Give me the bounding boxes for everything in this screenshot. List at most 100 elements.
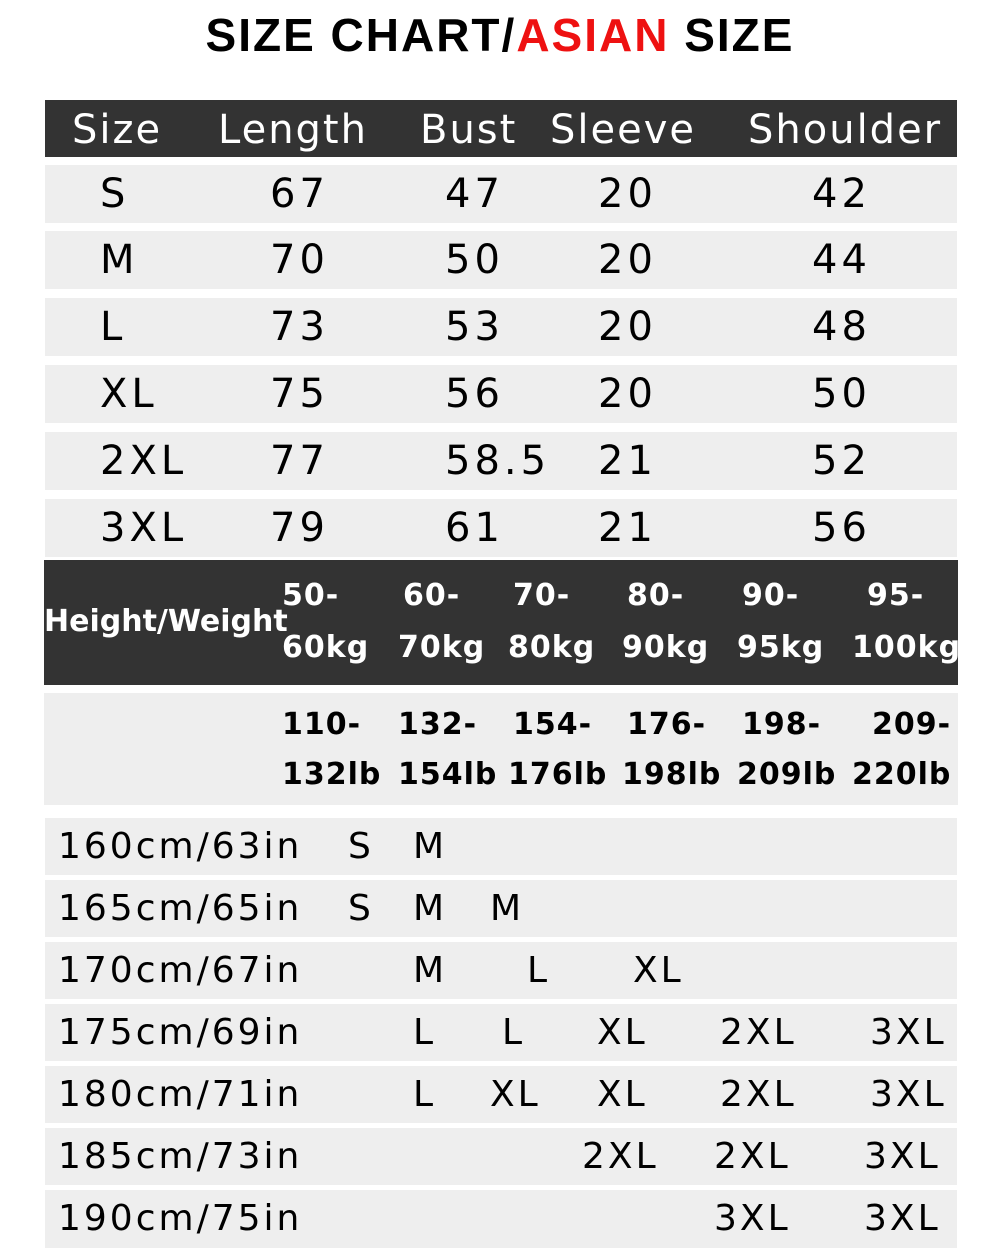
table-cell: 20: [598, 237, 657, 283]
table-cell: 44: [812, 237, 871, 283]
header-bust: Bust: [420, 107, 518, 153]
recommended-size: XL: [597, 1074, 648, 1115]
lb-range-end: 154lb: [398, 757, 498, 792]
height-row: 175cm/69in L L XL 2XL 3XL: [45, 1004, 957, 1061]
table-cell: 53: [445, 304, 504, 350]
lb-range-end: 220lb: [852, 757, 952, 792]
height-row: 180cm/71in L XL XL 2XL 3XL: [45, 1066, 957, 1123]
kg-range-end: 60kg: [282, 630, 370, 665]
title-accent: ASIAN: [516, 9, 670, 61]
kg-range-start: 70-: [513, 578, 571, 613]
recommended-size: L: [413, 1074, 437, 1115]
height-weight-label: Height/Weight: [44, 604, 288, 639]
recommended-size: 3XL: [864, 1136, 941, 1177]
height-row: 170cm/67in M L XL: [45, 942, 957, 999]
table-row: XL 75 56 20 50: [45, 365, 957, 423]
weight-kg-band: Height/Weight 50- 60kg 60- 70kg 70- 80kg 80- 90…: [44, 560, 962, 685]
table-cell: 70: [270, 237, 329, 283]
weight-lb-band: 110- 132lb 132- 154lb 154- 176lb 176- 198lb 198-…: [44, 693, 958, 805]
lb-range-start: 198-: [742, 707, 822, 742]
table-cell: 73: [270, 304, 329, 350]
height-label: 175cm/69in: [58, 1012, 303, 1053]
recommended-size: XL: [490, 1074, 541, 1115]
recommended-size: 2XL: [714, 1136, 791, 1177]
table-cell: 21: [598, 438, 657, 484]
lb-range-end: 132lb: [282, 757, 382, 792]
height-label: 170cm/67in: [58, 950, 303, 991]
kg-range-end: 80kg: [508, 630, 596, 665]
kg-range-end: 90kg: [622, 630, 710, 665]
lb-range-start: 132-: [398, 707, 478, 742]
table-cell: 52: [812, 438, 871, 484]
table-cell: 42: [812, 171, 871, 217]
recommended-size: 2XL: [582, 1136, 659, 1177]
kg-range-start: 90-: [742, 578, 800, 613]
recommended-size: M: [413, 826, 448, 867]
kg-range-end: 95kg: [737, 630, 825, 665]
recommended-size: 2XL: [720, 1012, 797, 1053]
height-label: 180cm/71in: [58, 1074, 303, 1115]
recommended-size: 3XL: [864, 1198, 941, 1239]
kg-range-start: 60-: [403, 578, 461, 613]
table-cell: S: [100, 171, 130, 217]
lb-range-start: 110-: [282, 707, 362, 742]
table-cell: 3XL: [100, 505, 188, 551]
height-label: 165cm/65in: [58, 888, 303, 929]
recommended-size: L: [413, 1012, 437, 1053]
table-cell: XL: [100, 371, 158, 417]
table-cell: 50: [445, 237, 504, 283]
lb-range-end: 209lb: [737, 757, 837, 792]
table-cell: L: [100, 304, 127, 350]
table-cell: 20: [598, 304, 657, 350]
recommended-size: L: [527, 950, 551, 991]
table-row: 2XL 77 58.5 21 52: [45, 432, 957, 490]
table-row: M 70 50 20 44: [45, 231, 957, 289]
table-cell: 75: [270, 371, 329, 417]
recommended-size: L: [502, 1012, 526, 1053]
height-label: 160cm/63in: [58, 826, 303, 867]
table-cell: 56: [812, 505, 871, 551]
recommended-size: XL: [597, 1012, 648, 1053]
recommended-size: M: [413, 888, 448, 929]
recommended-size: 3XL: [714, 1198, 791, 1239]
kg-range-end: 100kg: [852, 630, 962, 665]
lb-range-start: 209-: [872, 707, 952, 742]
recommended-size: S: [348, 826, 374, 867]
recommended-size: M: [490, 888, 525, 929]
height-row: 160cm/63in S M: [45, 818, 957, 875]
recommended-size: 3XL: [870, 1074, 947, 1115]
table-row: S 67 47 20 42: [45, 165, 957, 223]
table-row: L 73 53 20 48: [45, 298, 957, 356]
height-row: 190cm/75in 3XL 3XL: [45, 1190, 957, 1248]
height-row: 165cm/65in S M M: [45, 880, 957, 937]
header-shoulder: Shoulder: [748, 107, 943, 153]
table-cell: 67: [270, 171, 329, 217]
table-cell: 20: [598, 371, 657, 417]
lb-range-start: 154-: [513, 707, 593, 742]
table-cell: 48: [812, 304, 871, 350]
table-cell: 20: [598, 171, 657, 217]
table-cell: 58.5: [445, 438, 551, 484]
header-size: Size: [72, 107, 163, 153]
kg-range-start: 95-: [867, 578, 925, 613]
lb-range-start: 176-: [627, 707, 707, 742]
table-cell: 56: [445, 371, 504, 417]
kg-range-start: 50-: [282, 578, 340, 613]
recommended-size: XL: [633, 950, 684, 991]
table-cell: M: [100, 237, 139, 283]
table-header: Size Length Bust Sleeve Shoulder: [45, 100, 957, 157]
table-cell: 2XL: [100, 438, 188, 484]
table-cell: 47: [445, 171, 504, 217]
kg-range-start: 80-: [627, 578, 685, 613]
height-label: 190cm/75in: [58, 1198, 303, 1239]
recommended-size: 3XL: [870, 1012, 947, 1053]
height-label: 185cm/73in: [58, 1136, 303, 1177]
recommended-size: S: [348, 888, 374, 929]
recommended-size: M: [413, 950, 448, 991]
recommended-size: 2XL: [720, 1074, 797, 1115]
height-row: 185cm/73in 2XL 2XL 3XL: [45, 1128, 957, 1185]
table-cell: 61: [445, 505, 504, 551]
table-cell: 77: [270, 438, 329, 484]
header-length: Length: [218, 107, 368, 153]
table-cell: 21: [598, 505, 657, 551]
